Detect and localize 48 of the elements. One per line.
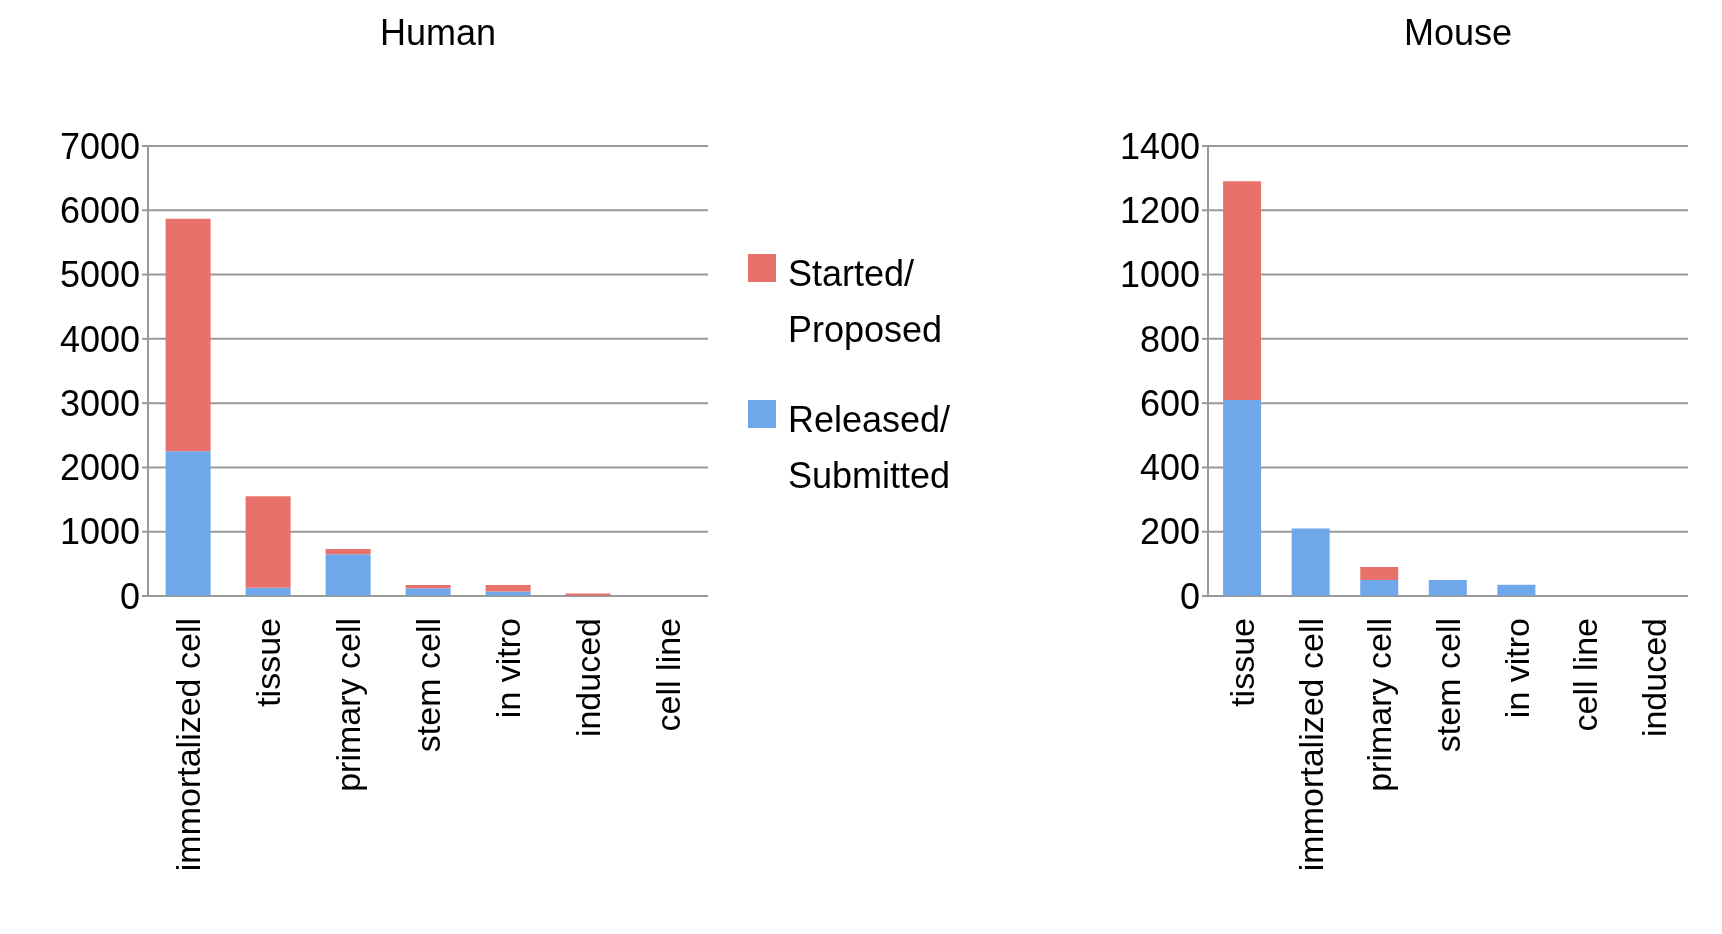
x-tick-label: in vitro bbox=[489, 618, 527, 719]
bar bbox=[1291, 528, 1330, 596]
y-tick-label: 1400 bbox=[1119, 125, 1200, 167]
bar bbox=[405, 585, 451, 589]
x-tick-label: immortalized cell bbox=[169, 618, 207, 872]
y-tick-label: 2000 bbox=[59, 447, 140, 489]
x-tick-label: immortalized cell bbox=[1291, 618, 1330, 872]
y-tick-label: 600 bbox=[1139, 382, 1200, 424]
x-tick-label: induced bbox=[569, 618, 607, 738]
bar bbox=[1223, 181, 1262, 400]
x-tick-label: primary cell bbox=[1360, 618, 1399, 792]
x-tick-label: tissue bbox=[249, 618, 287, 707]
y-tick-label: 1000 bbox=[59, 511, 140, 553]
x-tick-label: tissue bbox=[1223, 618, 1262, 707]
bar bbox=[165, 218, 211, 452]
chart-title: Human bbox=[378, 12, 498, 54]
x-tick-label: cell line bbox=[1566, 618, 1605, 732]
bar bbox=[1360, 579, 1399, 596]
y-tick-label: 5000 bbox=[59, 254, 140, 296]
bar bbox=[1428, 579, 1467, 596]
y-tick-label: 4000 bbox=[59, 318, 140, 360]
y-tick-label: 1000 bbox=[1119, 254, 1200, 296]
x-tick-label: induced bbox=[1634, 618, 1673, 738]
bar bbox=[325, 549, 371, 555]
legend-label: Started/Proposed bbox=[788, 252, 944, 352]
bar bbox=[325, 554, 371, 596]
y-tick-label: 400 bbox=[1139, 447, 1200, 489]
y-tick-label: 1200 bbox=[1119, 190, 1200, 232]
bar bbox=[405, 588, 451, 596]
y-tick-label: 7000 bbox=[59, 125, 140, 167]
y-tick-label: 0 bbox=[1179, 575, 1200, 617]
bar bbox=[485, 585, 531, 592]
bar bbox=[1360, 567, 1399, 580]
bar bbox=[165, 451, 211, 596]
x-tick-label: in vitro bbox=[1497, 618, 1536, 719]
y-tick-label: 800 bbox=[1139, 318, 1200, 360]
y-tick-label: 6000 bbox=[59, 190, 140, 232]
y-tick-label: 200 bbox=[1139, 511, 1200, 553]
y-tick-label: 3000 bbox=[59, 382, 140, 424]
y-tick-label: 0 bbox=[119, 575, 140, 617]
chart-title: Mouse bbox=[1402, 12, 1514, 54]
legend-label: Released/Submitted bbox=[788, 398, 952, 498]
x-tick-label: stem cell bbox=[409, 618, 447, 753]
bar bbox=[1223, 399, 1262, 596]
x-tick-label: cell line bbox=[649, 618, 687, 732]
x-tick-label: primary cell bbox=[329, 618, 367, 792]
x-tick-label: stem cell bbox=[1429, 618, 1467, 753]
bar bbox=[245, 496, 291, 588]
